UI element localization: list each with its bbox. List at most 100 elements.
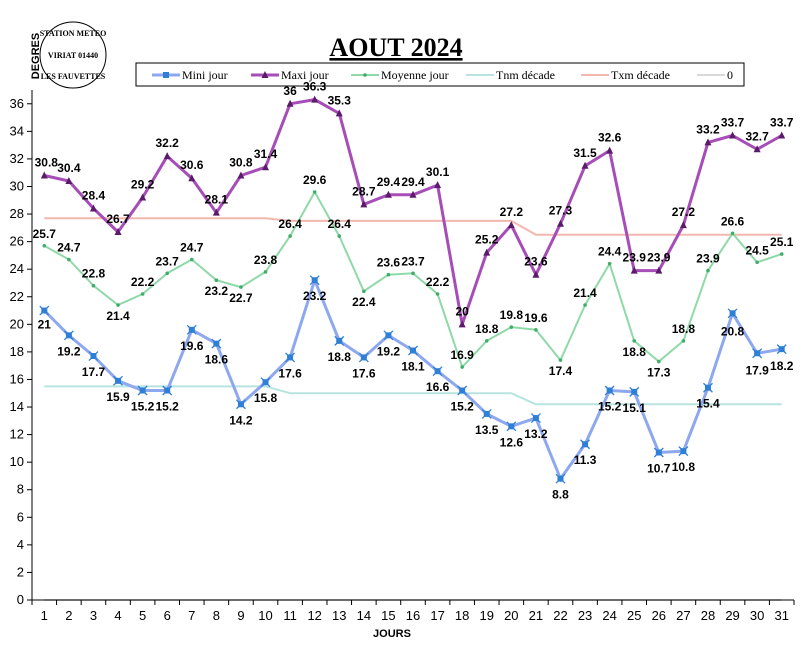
maxi-value-label: 36.3 — [303, 80, 327, 94]
moyenne-point — [337, 234, 342, 238]
y-tick-label: 16 — [10, 371, 24, 386]
mini-point — [776, 344, 787, 355]
moyenne-value-label: 26.6 — [721, 214, 745, 228]
moyenne-value-label: 24.4 — [598, 245, 622, 259]
x-tick-label: 12 — [307, 608, 321, 623]
mini-value-label: 12.6 — [500, 435, 524, 449]
mini-point — [629, 386, 640, 397]
mini-point-cross — [653, 447, 664, 458]
moyenne-point — [239, 285, 243, 289]
x-tick-label: 21 — [529, 608, 543, 623]
legend-marker — [363, 73, 367, 77]
moyenne-value-label: 22.2 — [131, 275, 155, 289]
y-tick-label: 22 — [10, 289, 24, 304]
mini-point — [235, 399, 246, 410]
maxi-point — [237, 171, 245, 179]
maxi-point — [729, 131, 737, 139]
moyenne-point — [42, 243, 47, 248]
mini-point-cross — [113, 375, 123, 386]
mini-value-label: 21 — [38, 318, 52, 332]
moyenne-value-label: 25.7 — [33, 227, 57, 241]
maxi-value-label: 23.6 — [524, 255, 548, 269]
mini-point-cross — [235, 399, 246, 410]
x-tick-label: 11 — [283, 608, 297, 623]
mini-point — [63, 330, 74, 341]
y-tick-label: 4 — [17, 537, 24, 552]
maxi-value-label: 33.7 — [770, 115, 794, 129]
mini-point — [530, 413, 541, 424]
moyenne-value-label: 23.7 — [401, 254, 425, 268]
y-tick-label: 6 — [17, 509, 24, 524]
moyenne-value-label: 21.4 — [573, 286, 597, 300]
x-tick-label: 13 — [332, 608, 346, 623]
y-tick-label: 20 — [10, 316, 24, 331]
x-tick-label: 23 — [578, 608, 592, 623]
mini-point — [39, 305, 50, 316]
y-tick-label: 12 — [10, 427, 24, 442]
y-tick-label: 28 — [10, 206, 24, 221]
x-tick-label: 7 — [188, 608, 195, 623]
legend: Mini jour Maxi jour Moyenne jour Tnm décade… — [135, 62, 745, 87]
moyenne-point — [435, 292, 440, 296]
moyenne-value-label: 23.2 — [205, 284, 229, 298]
maxi-point — [114, 227, 122, 235]
x-tick-label: 30 — [750, 608, 764, 623]
moyenne-point — [189, 257, 194, 262]
x-tick-label: 8 — [213, 608, 220, 623]
mini-point-cross — [88, 351, 99, 361]
maxi-value-label: 29.4 — [377, 175, 401, 189]
maxi-point — [335, 109, 343, 117]
mini-value-label: 15.2 — [450, 399, 474, 413]
maxi-point — [188, 174, 196, 182]
mini-point — [285, 352, 296, 363]
mini-point-cross — [457, 385, 468, 396]
moyenne-value-label: 24.7 — [180, 241, 204, 255]
x-tick-label: 31 — [774, 608, 788, 623]
y-tick-label: 0 — [17, 592, 24, 607]
mini-value-label: 17.6 — [352, 366, 376, 380]
moyenne-value-label: 23.7 — [156, 254, 180, 268]
moyenne-point — [779, 252, 784, 256]
x-tick-label: 16 — [406, 608, 420, 623]
maxi-point — [630, 266, 638, 274]
x-tick-label: 15 — [381, 608, 395, 623]
maxi-point — [483, 248, 491, 256]
moyenne-value-label: 22.7 — [229, 291, 253, 305]
maxi-value-label: 20 — [455, 304, 469, 318]
maxi-point — [360, 200, 368, 208]
maxi-point — [286, 99, 294, 107]
moyenne-point — [140, 292, 145, 296]
maxi-value-label: 30.6 — [180, 158, 204, 172]
series-line-tnm-d-cade — [44, 385, 782, 406]
maxi-point — [778, 131, 786, 139]
mini-value-label: 11.3 — [574, 453, 597, 467]
moyenne-point — [509, 325, 514, 329]
maxi-value-label: 30.8 — [229, 155, 253, 169]
moyenne-value-label: 18.8 — [672, 322, 696, 336]
moyenne-value-label: 26.4 — [278, 217, 302, 231]
maxi-value-label: 27.3 — [549, 204, 573, 218]
moyenne-value-label: 24.5 — [745, 243, 769, 257]
mini-point — [162, 385, 173, 396]
maxi-point — [89, 204, 97, 212]
mini-point-cross — [604, 385, 615, 396]
moyenne-point — [558, 358, 563, 362]
maxi-value-label: 27.2 — [672, 205, 696, 219]
chart-title: AOUT 2024 — [329, 33, 462, 62]
mini-point-cross — [432, 366, 443, 377]
x-tick-label: 22 — [553, 608, 567, 623]
maxi-point — [139, 193, 147, 201]
legend-marker — [163, 72, 169, 78]
legend-marker — [261, 71, 269, 78]
mini-point-cross — [776, 344, 787, 355]
moyenne-point — [607, 261, 612, 266]
maxi-value-label: 23.9 — [623, 251, 647, 265]
moyenne-value-label: 21.4 — [106, 309, 130, 323]
mini-point-cross — [162, 385, 173, 396]
mini-point — [432, 366, 443, 377]
mini-point — [260, 377, 271, 388]
stamp-line-2: VIRIAT 01440 — [48, 51, 98, 60]
maxi-point — [606, 146, 614, 154]
maxi-value-label: 31.4 — [254, 147, 278, 161]
moyenne-value-label: 23.8 — [254, 253, 278, 267]
